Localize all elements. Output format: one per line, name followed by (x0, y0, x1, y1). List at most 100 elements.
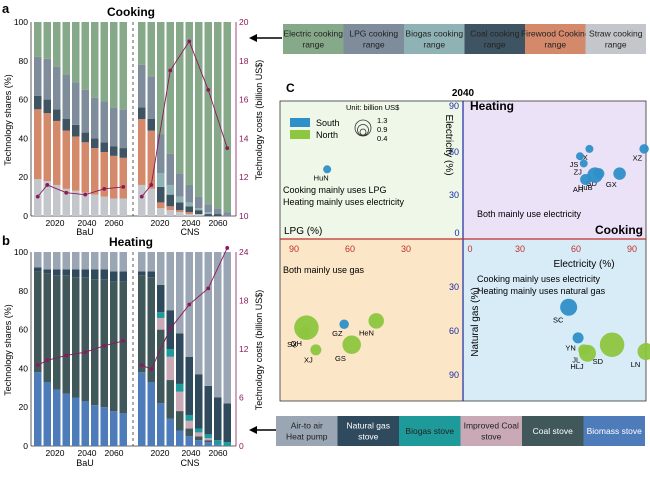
legend-label-south: South (316, 118, 340, 128)
bar-segment (167, 252, 175, 310)
scatter-point (560, 299, 577, 316)
cooking-y2tick: 12 (239, 172, 249, 182)
bar-segment (195, 208, 203, 210)
note-top-left-1: Cooking mainly uses LPG (283, 185, 387, 195)
heating-cns-label: CNS (180, 458, 199, 468)
bar-segment (186, 214, 194, 216)
panel-label-c: C (286, 81, 295, 95)
bar-segment (101, 102, 109, 143)
bar-segment (186, 421, 194, 429)
bar-segment (44, 100, 52, 114)
legend-label: range (363, 40, 385, 50)
legend-swatch-north (290, 130, 310, 139)
bar-segment (195, 22, 203, 197)
bar-segment (82, 142, 90, 192)
bar-segment (53, 390, 61, 446)
scatter-point-label: GS (335, 354, 346, 363)
bar-segment (214, 440, 222, 444)
bar-segment (53, 252, 61, 269)
bar-segment (72, 277, 80, 397)
legend-label: range (544, 40, 566, 50)
bar-segment (34, 96, 42, 110)
cooking-legend-arrow (249, 34, 282, 42)
legend-label: Straw cooking (589, 29, 643, 39)
bar-segment (82, 277, 90, 401)
bar-segment (53, 121, 61, 185)
bar-segment (157, 208, 165, 216)
bar-segment (82, 269, 90, 277)
axis-title-electricity-right: Electricity (%) (553, 259, 614, 270)
scatter-ytick-top: 30 (449, 190, 459, 200)
bar-segment (101, 279, 109, 407)
bar-segment (205, 386, 213, 435)
bar-segment (176, 202, 184, 210)
bar-segment (63, 252, 71, 269)
bar-segment (195, 436, 203, 440)
bar-segment (91, 405, 99, 446)
cost-point (140, 195, 144, 199)
bar-segment (82, 133, 90, 143)
bar-segment (63, 275, 71, 393)
bar-segment (110, 271, 118, 281)
cooking-ytick: 20 (19, 172, 29, 182)
bar-segment (205, 212, 213, 214)
cost-point (102, 187, 106, 191)
bar-segment (138, 107, 146, 119)
cost-point (225, 246, 229, 250)
cooking-xtick: 2020 (151, 218, 170, 228)
bar-segment (82, 401, 90, 446)
bar-segment (167, 154, 175, 185)
cost-point (168, 327, 172, 331)
scatter-point-label: JL (572, 355, 580, 364)
cooking-plot-area: 0 20 40 60 80 100 10 12 14 16 18 20 2020… (3, 17, 264, 237)
bar-segment (186, 202, 194, 206)
bar-segment (148, 22, 156, 76)
bar-segment (82, 252, 90, 269)
bar-segment (176, 392, 184, 411)
heating-y2-ticks: 0 6 12 18 24 (239, 247, 249, 451)
scatter-point-label: QH (291, 339, 302, 348)
bar-segment (186, 206, 194, 212)
bar-segment (157, 252, 165, 285)
cost-point (64, 191, 68, 195)
bar-segment (176, 173, 184, 196)
bar-segment (186, 357, 194, 415)
bar-segment (214, 214, 222, 216)
bar-segment (214, 398, 222, 441)
legend-label: range (302, 40, 324, 50)
bar-segment (195, 374, 203, 428)
bar-segment (186, 429, 194, 437)
bar-segment (148, 382, 156, 446)
cooking-y2-ticks: 10 12 14 16 18 20 (239, 17, 249, 221)
bar-segment (91, 269, 99, 279)
legend-label: Coal stove (533, 426, 573, 436)
bar-segment (91, 195, 99, 216)
bar-segment (101, 252, 109, 269)
cost-point (83, 350, 87, 354)
bar-segment (186, 415, 194, 421)
cooking-ytick: 60 (19, 95, 29, 105)
cooking-y-ticks: 0 20 40 60 80 100 (14, 17, 28, 221)
bar-segment (91, 98, 99, 139)
cooking-xtick: 2060 (209, 218, 228, 228)
scatter-point-label: YN (565, 343, 575, 352)
bar-segment (72, 398, 80, 447)
bar-segment (205, 204, 213, 212)
heating-y2tick: 0 (239, 441, 244, 451)
bar-segment (186, 185, 194, 202)
bar-segment (72, 191, 80, 216)
scatter-xtick-right: 90 (627, 244, 637, 254)
cost-point (36, 363, 40, 367)
bar-segment (176, 252, 184, 333)
bar-segment (176, 411, 184, 430)
cost-point (149, 367, 153, 371)
cooking-y2tick: 18 (239, 56, 249, 66)
cooking-ytick: 80 (19, 56, 29, 66)
heating-xtick: 2040 (78, 448, 97, 458)
bar-segment (138, 372, 146, 446)
bar-segment (195, 214, 203, 216)
cooking-xtick: 2020 (46, 218, 65, 228)
bar-segment (34, 271, 42, 372)
bar-segment (63, 131, 71, 189)
